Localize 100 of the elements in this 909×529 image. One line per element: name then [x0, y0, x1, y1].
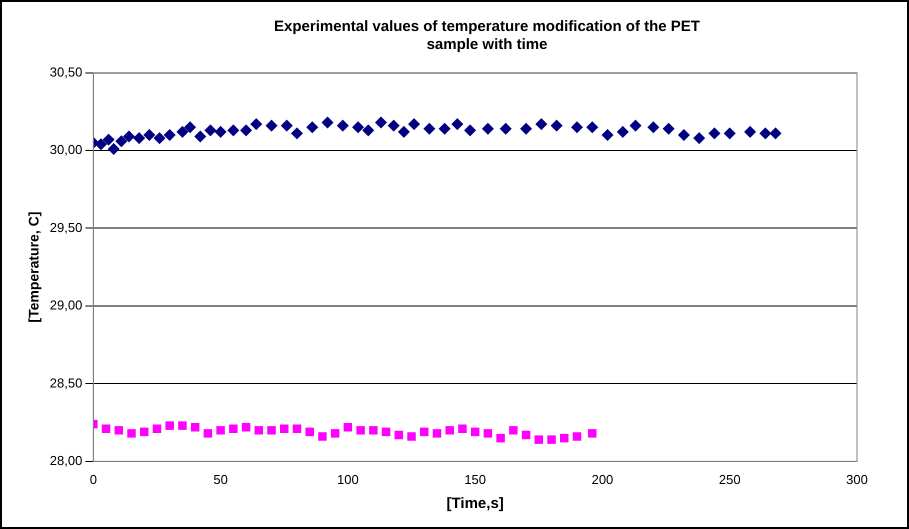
point — [140, 428, 148, 436]
point — [108, 142, 120, 155]
x-tick-label: 200 — [592, 472, 614, 487]
point — [616, 126, 629, 138]
point — [280, 120, 293, 132]
point — [352, 121, 364, 134]
point — [484, 429, 492, 438]
point — [482, 122, 494, 135]
point — [572, 432, 582, 441]
point — [250, 118, 262, 130]
point — [122, 130, 135, 143]
y-tick-label: 29,00 — [50, 298, 82, 313]
point — [184, 121, 196, 134]
point — [602, 128, 614, 141]
y-tick-label: 30,50 — [50, 64, 82, 80]
point — [336, 120, 349, 132]
point — [586, 121, 598, 134]
point — [280, 424, 288, 433]
point — [451, 118, 464, 130]
point — [678, 128, 690, 141]
point — [374, 116, 387, 129]
point — [227, 124, 240, 136]
y-tick-label: 30,00 — [50, 142, 82, 158]
point — [190, 422, 200, 432]
point — [759, 127, 772, 140]
point — [229, 424, 238, 433]
point — [588, 429, 597, 438]
point — [322, 116, 334, 129]
x-tick-label: 300 — [846, 472, 868, 487]
chart-title: Experimental values of temperature modification of the PET sample with time — [273, 18, 701, 54]
point — [445, 426, 454, 435]
y-tick-label: 29,50 — [50, 220, 82, 235]
point — [344, 422, 352, 432]
point — [305, 428, 314, 436]
y-axis-title: [Temperature, C] — [25, 212, 42, 323]
point — [570, 121, 583, 134]
point — [724, 127, 736, 140]
x-tick-label: 250 — [718, 472, 741, 487]
point — [102, 424, 110, 433]
point — [550, 120, 563, 132]
point — [420, 428, 428, 436]
x-tick-label: 100 — [337, 472, 359, 487]
point — [318, 432, 327, 441]
point — [408, 118, 420, 130]
x-tick-label: 150 — [464, 472, 486, 487]
point — [133, 132, 146, 144]
point — [500, 122, 512, 135]
point — [266, 120, 278, 132]
point — [534, 435, 544, 444]
point — [520, 122, 532, 135]
point — [630, 120, 642, 132]
point — [102, 134, 115, 146]
point — [94, 138, 107, 150]
point — [254, 426, 264, 435]
point — [165, 421, 174, 430]
point — [647, 121, 660, 134]
point — [115, 135, 128, 148]
point — [154, 132, 166, 144]
point — [114, 426, 124, 435]
point — [432, 429, 442, 438]
point — [178, 421, 187, 430]
point — [362, 124, 374, 136]
point — [423, 122, 436, 135]
point — [744, 126, 756, 138]
point — [560, 434, 569, 442]
y-tick-label: 28,50 — [50, 375, 82, 390]
point — [290, 127, 303, 140]
point — [267, 426, 276, 435]
point — [547, 435, 556, 444]
point — [152, 424, 162, 433]
point — [388, 120, 400, 132]
point — [194, 130, 206, 143]
point — [708, 127, 720, 140]
point — [242, 422, 250, 432]
point — [394, 430, 404, 440]
point — [369, 426, 378, 435]
point — [693, 132, 706, 144]
point — [330, 429, 340, 438]
point — [470, 428, 480, 436]
point — [382, 428, 390, 436]
point — [662, 122, 675, 135]
point — [438, 122, 451, 135]
x-tick-label: 50 — [213, 472, 228, 487]
point — [464, 124, 476, 136]
point — [204, 124, 216, 136]
point — [407, 432, 416, 441]
point — [522, 430, 530, 440]
x-axis-title: [Time,s] — [446, 495, 504, 512]
point — [398, 126, 410, 138]
point — [458, 424, 467, 433]
point — [127, 429, 136, 438]
point — [164, 128, 176, 141]
point — [496, 434, 505, 442]
point — [509, 426, 518, 435]
point — [356, 426, 365, 435]
point — [216, 426, 225, 435]
point — [535, 118, 548, 130]
point — [292, 424, 302, 433]
point — [143, 128, 156, 141]
y-tick-label: 28,00 — [50, 452, 82, 468]
